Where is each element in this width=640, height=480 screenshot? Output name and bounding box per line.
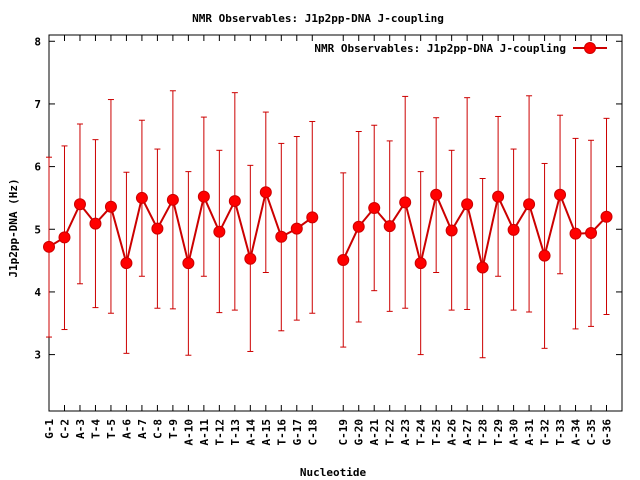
series-line — [48, 188, 313, 264]
data-point — [135, 191, 148, 204]
data-point — [259, 186, 272, 199]
data-point — [337, 253, 350, 266]
x-tick-label: G-17 — [291, 419, 304, 446]
data-point — [151, 222, 164, 235]
y-tick-label: 5 — [34, 223, 41, 236]
data-point — [585, 227, 598, 240]
x-axis-label: Nucleotide — [300, 466, 367, 479]
data-point — [43, 240, 55, 253]
data-point — [476, 261, 489, 274]
data-point — [492, 190, 505, 203]
data-point — [430, 188, 443, 201]
legend-label: NMR Observables: J1p2pp-DNA J-coupling — [314, 42, 566, 55]
x-tick-label: A-21 — [368, 419, 381, 446]
x-tick-label: A-6 — [120, 419, 133, 439]
x-tick-label: C-2 — [58, 419, 71, 439]
data-point — [569, 227, 582, 240]
data-point — [166, 193, 179, 206]
data-point — [399, 196, 412, 209]
y-tick-label: 6 — [34, 161, 41, 174]
x-tick-label: C-35 — [585, 419, 598, 446]
x-tick-label: A-10 — [182, 419, 195, 446]
series-line — [342, 191, 608, 268]
y-tick-label: 3 — [34, 349, 41, 362]
data-point — [600, 210, 613, 223]
y-tick-label: 7 — [34, 98, 41, 111]
data-point — [228, 195, 241, 208]
data-point — [368, 201, 381, 214]
data-point — [383, 220, 396, 233]
x-tick-label: A-31 — [523, 419, 536, 446]
data-point — [244, 252, 257, 265]
x-tick-label: T-24 — [415, 419, 428, 446]
legend: NMR Observables: J1p2pp-DNA J-coupling — [314, 42, 607, 55]
x-tick-label: C-8 — [151, 419, 164, 439]
x-tick-label: T-33 — [554, 419, 567, 446]
x-tick-label: A-26 — [446, 419, 459, 446]
x-tick-label: G-36 — [601, 419, 614, 446]
data-point — [58, 231, 71, 244]
x-tick-label: A-27 — [461, 419, 474, 446]
data-point — [554, 188, 567, 201]
x-tick-label: A-14 — [244, 419, 257, 446]
data-point — [89, 217, 102, 230]
data-point — [275, 230, 288, 243]
x-tick-label: G-20 — [353, 419, 366, 446]
data-point — [507, 223, 520, 236]
x-tick-label: C-19 — [337, 419, 350, 446]
x-tick-label: T-9 — [167, 419, 180, 439]
x-tick-label: A-3 — [74, 419, 87, 439]
x-tick-label: A-7 — [136, 419, 149, 439]
x-tick-label: G-1 — [43, 419, 56, 439]
x-tick-label: T-13 — [229, 419, 242, 446]
y-axis-label: J1p2pp-DNA (Hz) — [7, 178, 20, 277]
x-tick-label: A-11 — [198, 419, 211, 446]
x-tick-label: T-29 — [492, 419, 505, 446]
legend-marker-swatch — [584, 42, 596, 54]
x-tick-label: A-23 — [399, 419, 412, 446]
data-point — [197, 190, 210, 203]
x-tick-label: T-16 — [275, 419, 288, 446]
x-tick-label: T-5 — [105, 419, 118, 439]
data-point — [182, 257, 195, 270]
x-tick-label: T-12 — [213, 419, 226, 446]
data-point — [306, 211, 319, 224]
x-tick-label: A-15 — [260, 419, 273, 446]
x-tick-label: A-34 — [570, 419, 583, 446]
data-point — [104, 200, 117, 213]
x-tick-label: A-30 — [508, 419, 521, 446]
data-point — [538, 249, 551, 262]
x-tick-label: T-32 — [539, 419, 552, 446]
data-point — [213, 225, 226, 238]
data-point — [445, 224, 458, 237]
x-tick-label: T-22 — [384, 419, 397, 446]
data-point — [461, 198, 474, 211]
y-tick-label: 4 — [34, 286, 41, 299]
x-tick-label: T-4 — [89, 419, 102, 439]
y-tick-label: 8 — [34, 35, 41, 48]
data-point — [290, 222, 303, 235]
x-tick-label: C-18 — [306, 419, 319, 446]
data-point — [523, 198, 536, 211]
data-point — [73, 198, 86, 211]
x-tick-label: T-28 — [477, 419, 490, 446]
x-tick-label: T-25 — [430, 419, 443, 446]
data-point — [120, 257, 133, 270]
data-point — [352, 220, 365, 233]
data-point — [414, 257, 427, 270]
chart-title: NMR Observables: J1p2pp-DNA J-coupling — [192, 12, 444, 25]
